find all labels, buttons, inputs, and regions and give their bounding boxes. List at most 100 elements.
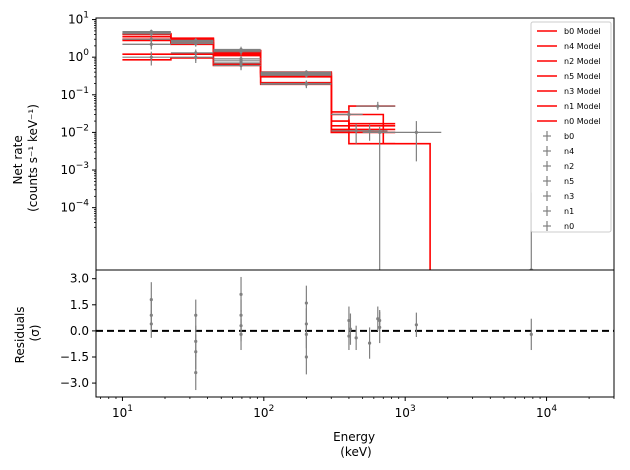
data-point-n4-4: [331, 123, 374, 144]
energy-x-axis: 101 102 103 104: [100, 397, 615, 420]
legend-label: n1: [564, 207, 574, 216]
residual-point-2: [149, 310, 153, 338]
legend-label: n5: [564, 177, 574, 186]
bottom-frame: [95, 269, 615, 398]
top-y-axis: 10−4 10−3 10−2 10−1 100 101: [60, 11, 96, 228]
residual-point-22: [378, 310, 382, 331]
residual-marker: [239, 332, 243, 336]
legend-label: b0 Model: [564, 27, 601, 36]
y-tick-label: 101: [68, 11, 89, 27]
residual-marker: [367, 341, 372, 345]
point-marker: [304, 82, 308, 86]
y-tick-label: 10−1: [60, 86, 89, 102]
point-marker: [194, 55, 198, 59]
data-point-n0-0: [122, 31, 171, 37]
data-point-n1-2: [213, 57, 261, 66]
residual-point-18: [354, 325, 358, 351]
x-axis-label-line-2: (keV): [340, 445, 371, 459]
residual-point-16: [347, 322, 351, 351]
y-axis-label-bottom: Residuals (σ): [13, 303, 42, 364]
point-marker: [149, 42, 153, 46]
data-point-n0-3: [260, 72, 332, 77]
y-axis-label-top: Net rate (counts s⁻¹ keV⁻¹): [11, 104, 40, 212]
y-axis-label-top-line-1: Net rate: [11, 135, 25, 184]
residual-marker: [304, 355, 308, 359]
x-axis-label: Energy (keV): [333, 430, 379, 459]
y-axis-label-bottom-line-2: (σ): [28, 325, 42, 342]
residual-point-23: [414, 312, 418, 337]
residual-marker: [149, 322, 153, 326]
x-tick-label: 102: [253, 404, 274, 420]
point-marker: [149, 55, 153, 59]
residual-y-tick-label: 0.0: [70, 324, 89, 338]
data-point-b0-2: [213, 55, 261, 64]
top-plot-area: [95, 17, 615, 271]
x-tick-label: 103: [395, 404, 416, 420]
residuals-plot-area: [95, 269, 615, 398]
data-point-n5-1: [170, 52, 214, 64]
data-point-n5-4: [356, 101, 396, 110]
y-tick-label: 10−2: [60, 123, 89, 139]
point-marker: [414, 130, 418, 135]
model-line-b0-model: [122, 32, 431, 270]
x-axis-label-line-1: Energy: [333, 430, 375, 444]
residual-marker: [194, 371, 198, 375]
residual-point-24: [529, 318, 533, 351]
data-point-n1-0: [122, 40, 171, 50]
residual-marker: [304, 301, 308, 305]
top-panel: 10−4 10−3 10−2 10−1 100 101 b0 Model n4 Model n…: [11, 11, 615, 271]
residual-marker: [354, 336, 358, 340]
x-tick-label: 101: [112, 404, 133, 420]
residual-marker: [347, 318, 351, 323]
data-point-n3-0: [122, 36, 171, 43]
model-line-n3-model: [122, 39, 396, 127]
residual-y-tick-label: 3.0: [70, 272, 89, 286]
residual-point-19: [367, 327, 372, 359]
point-marker: [378, 130, 382, 135]
top-clipped-layer: [122, 29, 534, 270]
data-point-n2-1: [170, 49, 214, 61]
data-point-b0-4: [391, 121, 442, 162]
data-point-n0-4: [331, 111, 363, 119]
point-marker: [304, 72, 308, 76]
point-marker: [367, 129, 372, 133]
residual-point-10: [239, 318, 243, 351]
point-marker: [376, 104, 380, 108]
residual-y-tick-label: −3.0: [60, 376, 89, 390]
residual-marker: [194, 350, 198, 354]
y-axis-label-top-line-2: (counts s⁻¹ keV⁻¹): [26, 104, 40, 212]
legend-label: n1 Model: [564, 102, 601, 111]
legend-box: [530, 21, 612, 233]
residual-marker: [239, 292, 243, 296]
residual-y-tick-label: 1.5: [70, 298, 89, 312]
legend-label: n5 Model: [564, 72, 601, 81]
legend-label: n3 Model: [564, 87, 601, 96]
legend-label: n2: [564, 162, 574, 171]
y-tick-label: 100: [68, 48, 89, 64]
residuals-y-axis: −3.0 −1.5 0.0 1.5 3.0: [60, 272, 96, 390]
legend-label: n0: [564, 222, 574, 231]
point-marker: [239, 48, 243, 53]
residual-y-tick-label: −1.5: [60, 350, 89, 364]
legend-label: n2 Model: [564, 57, 601, 66]
residual-marker: [529, 332, 533, 336]
point-marker: [347, 112, 351, 117]
legend-label: b0: [564, 132, 574, 141]
bottom-panel: −3.0 −1.5 0.0 1.5 3.0 101 102 103 104 Residuals…: [13, 269, 615, 459]
residual-marker: [348, 327, 353, 331]
residual-point-14: [304, 339, 308, 375]
point-marker: [149, 37, 153, 41]
data-point-n1-4: [362, 126, 396, 270]
x-tick-label: 104: [536, 404, 557, 420]
legend-label: n4: [564, 147, 574, 156]
residual-marker: [304, 332, 308, 336]
legend-label: n4 Model: [564, 42, 601, 51]
point-marker: [239, 59, 243, 63]
data-point-n0-2: [213, 48, 261, 54]
y-tick-label: 10−4: [60, 199, 89, 215]
legend-label: n0 Model: [564, 117, 601, 126]
legend-label: n3: [564, 192, 574, 201]
y-tick-label: 10−3: [60, 161, 89, 177]
data-point-n5-0: [122, 51, 171, 66]
